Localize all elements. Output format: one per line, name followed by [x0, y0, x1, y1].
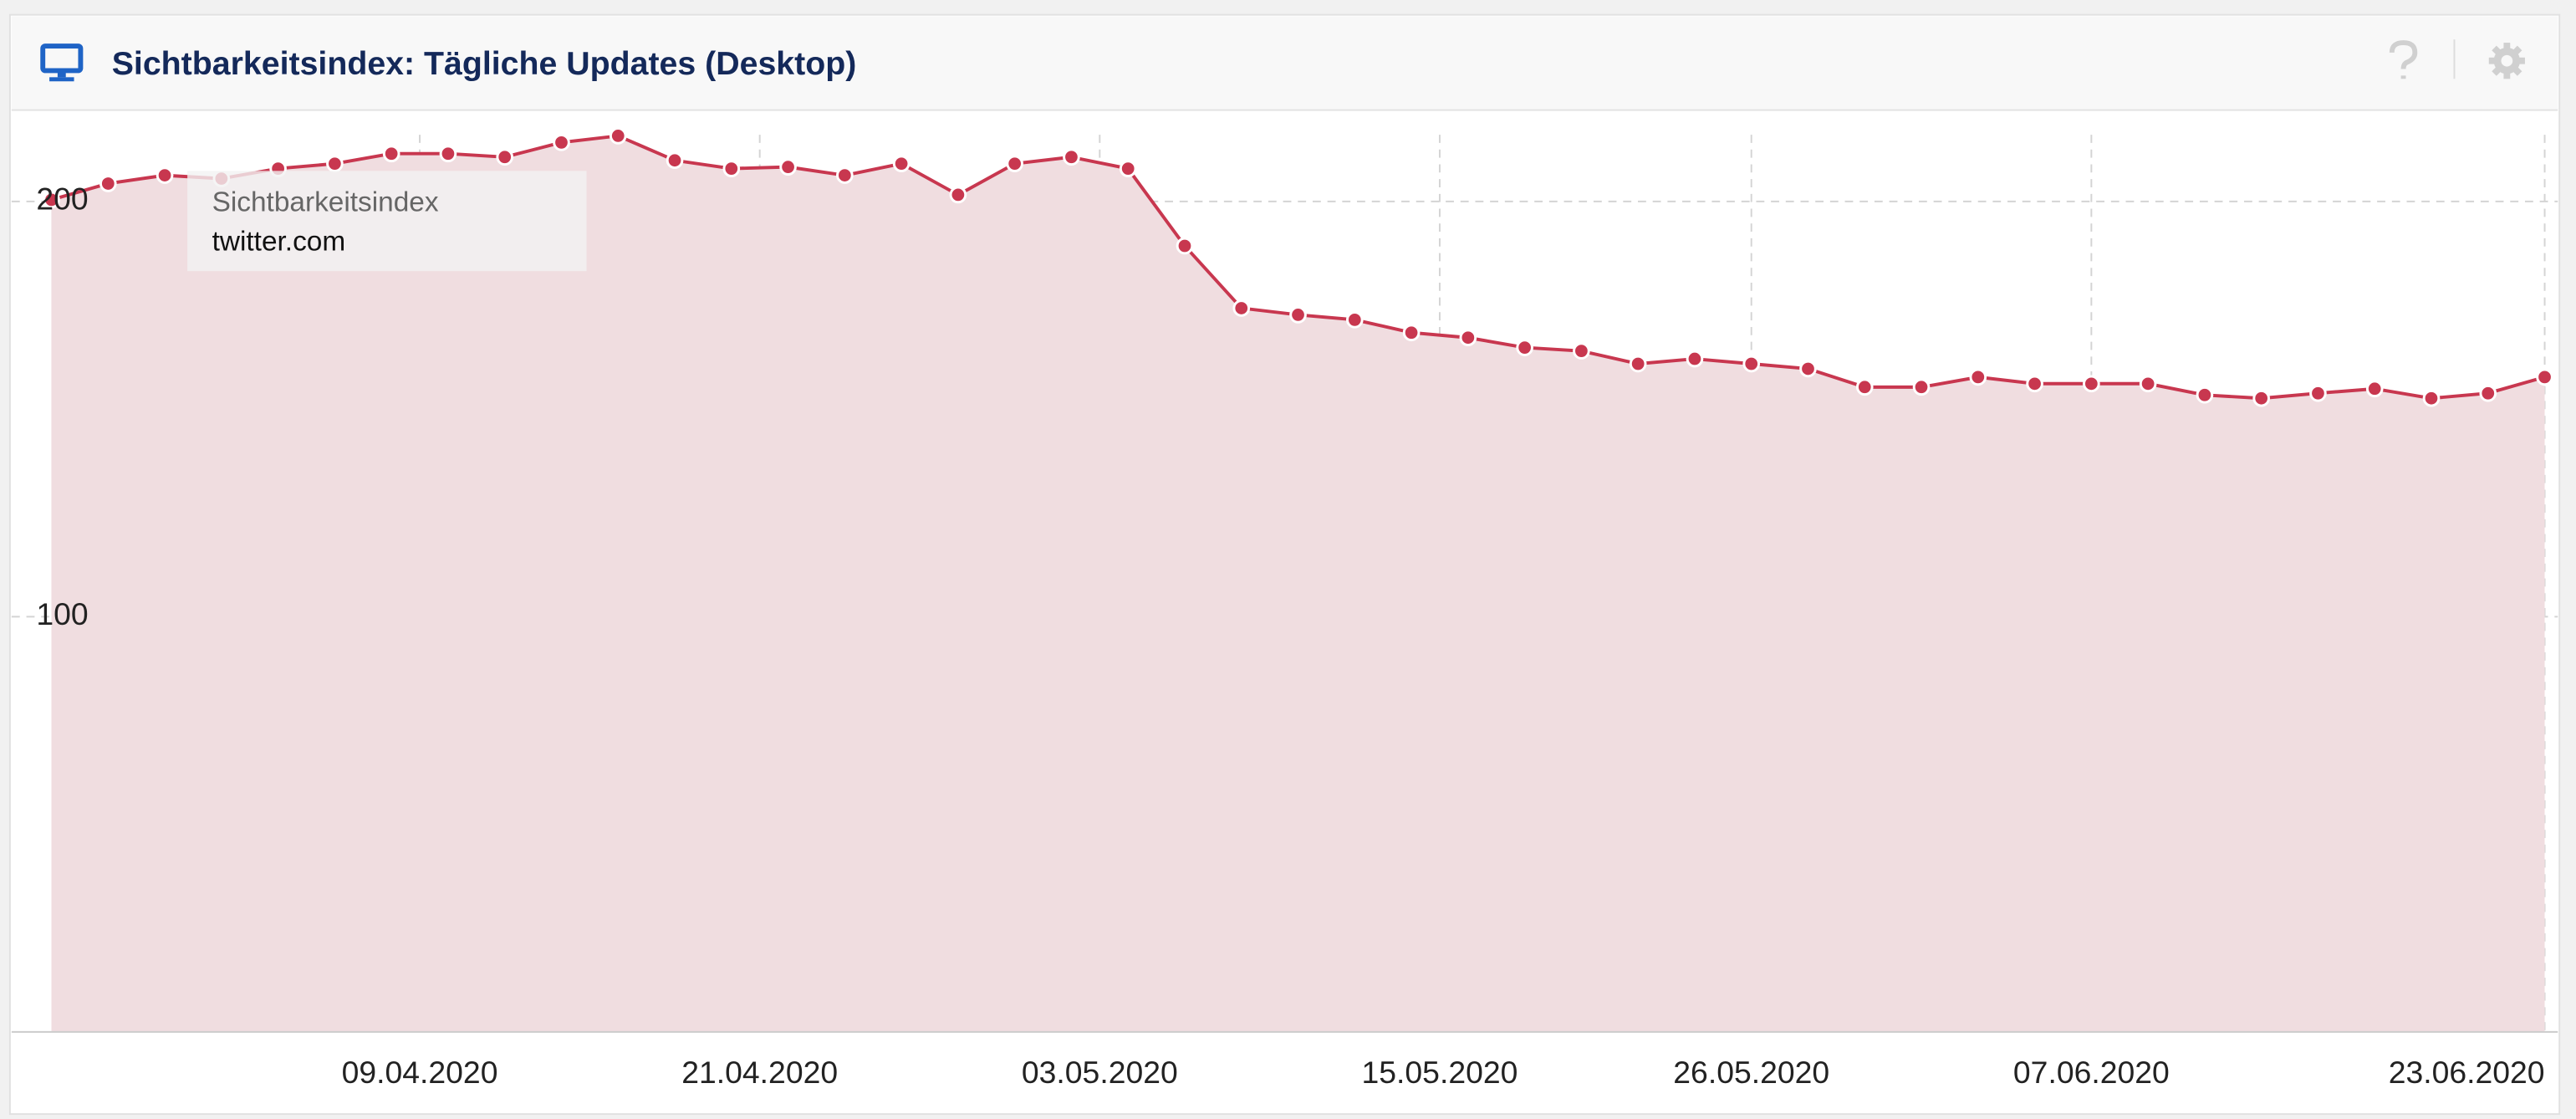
tooltip: Sichtbarkeitsindex twitter.com [187, 171, 587, 272]
data-point [949, 186, 967, 204]
data-point [2026, 375, 2043, 393]
data-point [1573, 342, 1590, 360]
data-point [1686, 350, 1704, 368]
data-point [779, 158, 797, 176]
data-point [666, 151, 684, 170]
x-tick-label: 15.05.2020 [1362, 1055, 1518, 1090]
data-point [1232, 299, 1251, 317]
data-point [2536, 368, 2553, 386]
data-point [156, 166, 174, 184]
data-point [496, 148, 514, 166]
data-point [722, 160, 741, 177]
tooltip-series: twitter.com [212, 227, 346, 258]
data-point [2479, 384, 2497, 402]
data-point [1402, 324, 1421, 342]
data-point [2083, 375, 2100, 393]
data-point [836, 166, 854, 184]
data-point [1176, 237, 1194, 255]
x-tick-label: 21.04.2020 [681, 1055, 838, 1090]
data-point [1289, 306, 1307, 324]
x-tick-label: 07.06.2020 [2013, 1055, 2170, 1090]
data-point [1006, 155, 1023, 173]
data-point [99, 175, 117, 192]
tooltip-title: Sichtbarkeitsindex [212, 186, 439, 217]
area-fill [51, 135, 2545, 1032]
data-point [1742, 355, 1761, 373]
data-point [1799, 360, 1817, 378]
data-point [1459, 329, 1477, 347]
settings-icon[interactable] [2488, 43, 2525, 79]
data-point [439, 145, 457, 163]
data-point [1969, 368, 1987, 386]
data-point [2139, 375, 2157, 393]
desktop-icon [40, 43, 84, 82]
data-point [326, 155, 344, 173]
data-point [2309, 384, 2327, 402]
x-tick-label: 26.05.2020 [1673, 1055, 1829, 1090]
data-point [43, 191, 60, 209]
help-icon[interactable] [2389, 40, 2418, 79]
data-point [1119, 160, 1137, 177]
data-point [2422, 389, 2441, 407]
x-tick-label: 23.06.2020 [2389, 1055, 2545, 1090]
x-tick-label: 09.04.2020 [342, 1055, 498, 1090]
y-tick-label: 100 [36, 596, 88, 631]
data-point [2252, 389, 2270, 407]
y-tick-label: 200 [36, 181, 88, 217]
card-header [11, 16, 2558, 110]
widget-title: Sichtbarkeitsindex: Tägliche Updates (De… [112, 45, 857, 82]
data-point [609, 127, 627, 145]
data-point [382, 145, 400, 163]
data-point [2196, 386, 2214, 404]
tooltip-box [187, 171, 587, 272]
data-point [553, 134, 570, 151]
data-point [2365, 380, 2384, 398]
data-point [1345, 311, 1364, 329]
plot [11, 127, 2558, 1032]
data-point [1063, 148, 1080, 166]
data-point [1855, 378, 1874, 396]
data-point [1629, 355, 1647, 373]
x-tick-label: 03.05.2020 [1022, 1055, 1178, 1090]
data-point [1912, 378, 1931, 396]
data-point [892, 155, 911, 173]
data-point [1516, 339, 1533, 356]
